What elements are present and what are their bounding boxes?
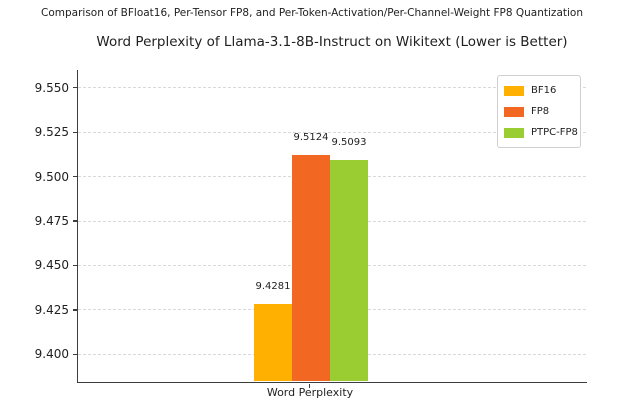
y-tick-mark xyxy=(73,176,77,178)
bar-value-label: 9.4281 xyxy=(255,281,291,293)
y-tick-label: 9.450 xyxy=(34,258,69,273)
y-tick-mark xyxy=(73,353,77,355)
gridline xyxy=(78,87,586,89)
legend-item-ptpc-fp8: PTPC-FP8 xyxy=(504,122,578,143)
y-tick-label: 9.525 xyxy=(34,125,69,140)
bar-value-label: 9.5093 xyxy=(331,137,367,149)
legend: BF16 FP8 PTPC-FP8 xyxy=(497,75,581,148)
legend-item-fp8: FP8 xyxy=(504,101,574,122)
y-tick-mark xyxy=(73,131,77,133)
x-tick-mark xyxy=(309,384,311,388)
y-tick-mark xyxy=(73,309,77,311)
bar-value-label: 9.5124 xyxy=(293,131,329,143)
y-tick-mark xyxy=(73,264,77,267)
figure-suptitle: Comparison of BFloat16, Per-Tensor FP8, … xyxy=(41,7,583,19)
bar-ptpc-fp8 xyxy=(330,160,368,381)
x-category-label: Word Perplexity xyxy=(266,386,354,399)
legend-label-fp8: FP8 xyxy=(531,106,550,117)
legend-label-bf16: BF16 xyxy=(531,85,557,96)
legend-swatch-fp8 xyxy=(504,106,524,117)
y-tick-label: 9.425 xyxy=(34,302,69,317)
legend-item-bf16: BF16 xyxy=(504,80,574,101)
y-tick-label: 9.400 xyxy=(34,347,69,362)
y-tick-label: 9.500 xyxy=(34,169,69,184)
y-tick-label: 9.475 xyxy=(34,214,69,229)
chart-title: Word Perplexity of Llama-3.1-8B-Instruct… xyxy=(96,34,568,50)
y-tick-mark xyxy=(73,87,77,89)
legend-swatch-bf16 xyxy=(504,85,524,96)
y-tick-mark xyxy=(73,220,77,222)
gridline xyxy=(78,131,586,133)
y-tick-label: 9.550 xyxy=(34,80,69,95)
bar-bf16 xyxy=(254,304,292,381)
legend-swatch-ptpc-fp8 xyxy=(504,127,524,138)
legend-label-ptpc-fp8: PTPC-FP8 xyxy=(531,127,578,138)
plot-area: 9.4281 9.5124 9.5093 xyxy=(77,70,587,383)
bar-fp8 xyxy=(292,154,330,381)
